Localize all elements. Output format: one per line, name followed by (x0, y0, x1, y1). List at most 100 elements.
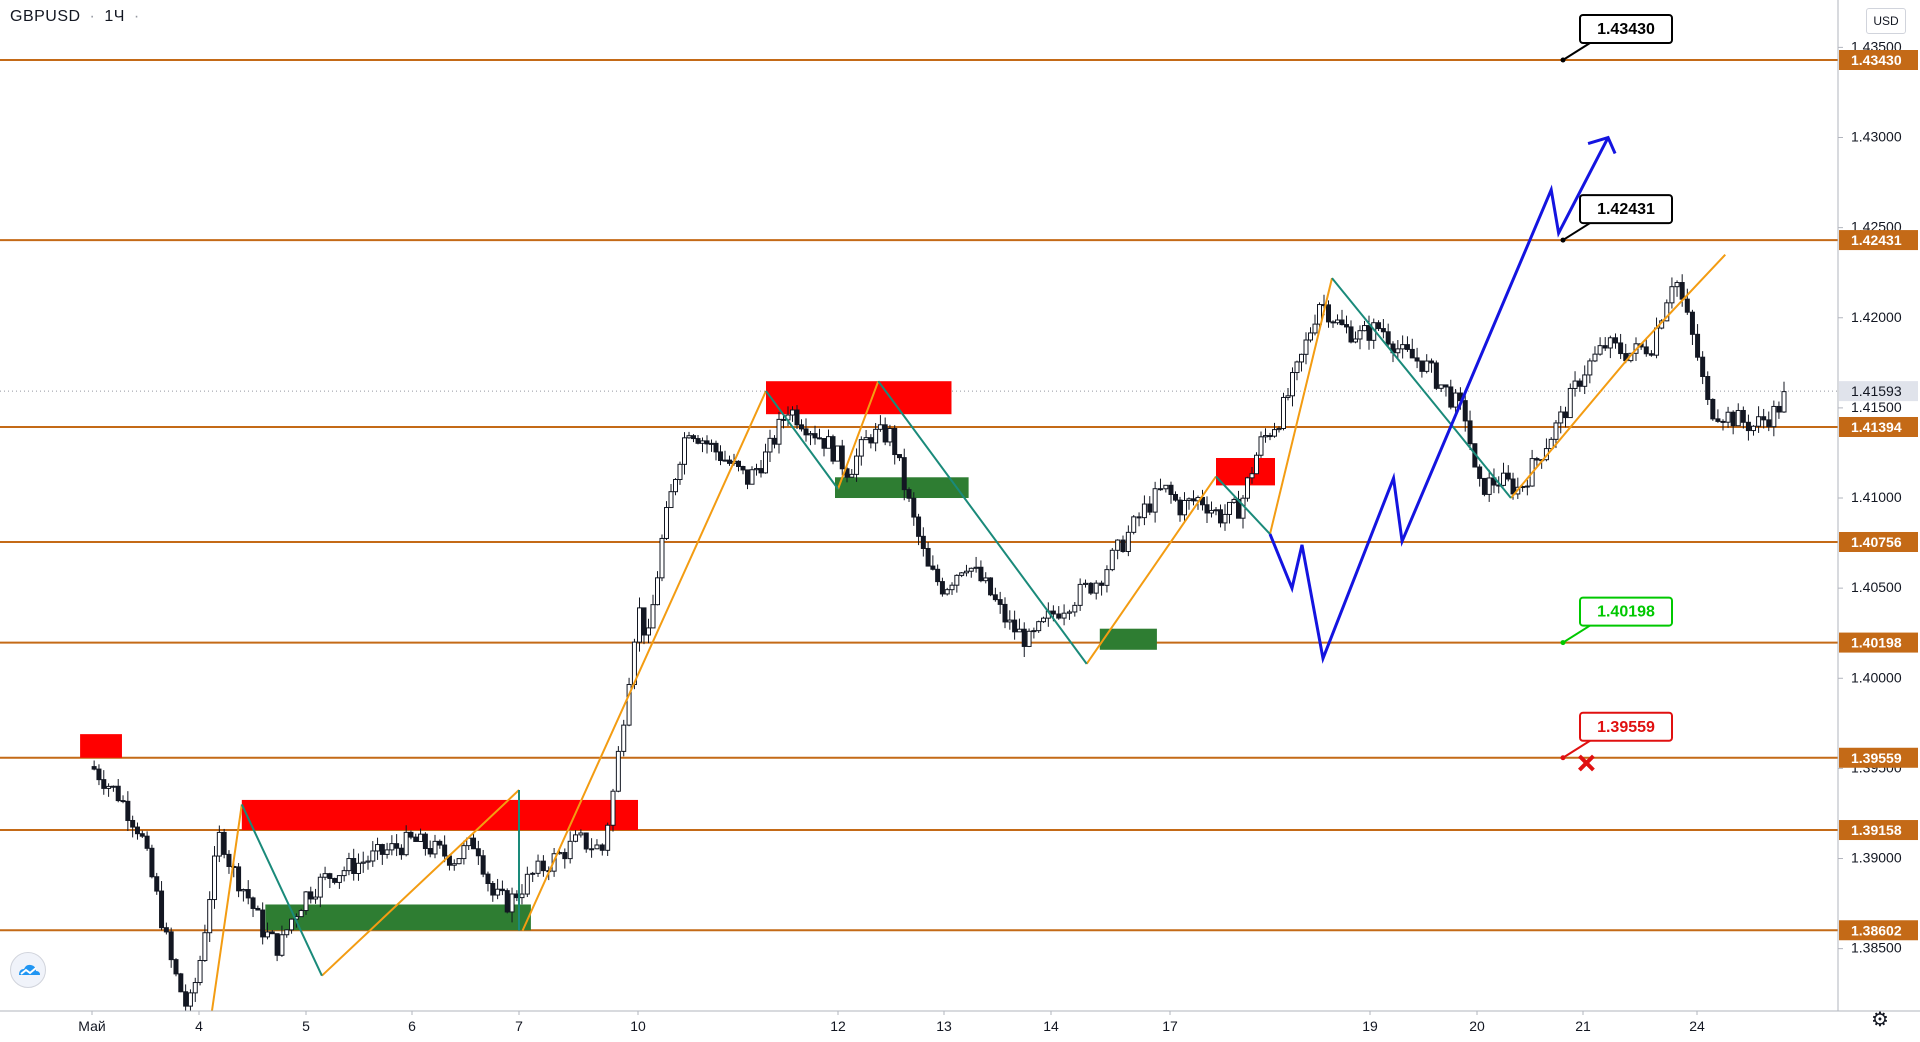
candle-body (1751, 425, 1756, 432)
candle-body (1409, 348, 1415, 359)
candle-body (1093, 582, 1099, 594)
candle-body (159, 890, 165, 929)
x-tick-label: 6 (408, 1018, 416, 1034)
candlesticks (91, 274, 1787, 1014)
candle-body (480, 855, 486, 875)
candle-body (274, 933, 280, 956)
candle-body (754, 468, 759, 471)
candle-body (139, 833, 145, 837)
price-callout[interactable]: 1.39559 (1560, 711, 1673, 761)
supply-demand-zones (80, 381, 1275, 931)
candle-body (1016, 628, 1022, 633)
candle-body (1272, 429, 1277, 437)
candle-body (978, 566, 984, 582)
candle-body (749, 469, 755, 485)
candle-body (389, 843, 395, 851)
candle-body (621, 724, 627, 752)
price-callout[interactable]: 1.43430 (1560, 14, 1673, 63)
candle-body (365, 860, 371, 863)
price-axis[interactable]: 1.435001.430001.425001.420001.415001.410… (1837, 0, 1920, 1011)
candle-body (1173, 493, 1178, 501)
candle-body (351, 858, 357, 874)
candle-body (1366, 325, 1372, 341)
candle-body (1344, 324, 1349, 328)
symbol-title[interactable]: GBPUSD · 1Ч · (10, 8, 144, 26)
interval-label[interactable]: 1Ч (104, 8, 125, 25)
candle-body (317, 876, 323, 898)
candle-body (1353, 338, 1358, 343)
candle-body (408, 831, 414, 838)
candle-body (1572, 380, 1578, 389)
candle-body (599, 844, 605, 851)
candle-body (740, 465, 746, 471)
candle-body (1267, 435, 1273, 438)
candle-body (1380, 328, 1386, 333)
candle-body (96, 768, 102, 781)
candle-body (1362, 325, 1367, 332)
callout-anchor (1560, 57, 1566, 63)
candle-body (451, 863, 457, 866)
candle-body (1031, 630, 1037, 633)
price-callout[interactable]: 1.42431 (1560, 194, 1673, 243)
candle-body (1654, 327, 1660, 356)
candle-body (983, 577, 989, 582)
candle-body (1429, 360, 1435, 364)
candle-body (1077, 583, 1083, 606)
price-callouts[interactable]: 1.43430 1.42431 1.40198 1.39559 (1560, 14, 1673, 761)
candle-body (1061, 612, 1067, 619)
candle-body (794, 409, 800, 426)
candle-body (1147, 503, 1153, 513)
candle-body (375, 844, 381, 852)
candle-body (1771, 405, 1777, 428)
candle-body (418, 833, 424, 842)
level-price-tag (1839, 747, 1918, 768)
candle-body (1330, 321, 1336, 324)
candle-body (269, 931, 275, 935)
candle-body (637, 607, 642, 643)
candle-body (877, 424, 883, 430)
tradingview-logo-icon[interactable] (10, 952, 46, 988)
x-tick-label: 14 (1043, 1018, 1059, 1034)
candle-body (154, 876, 160, 892)
candle-body (1510, 478, 1516, 495)
wave-orange (837, 380, 880, 490)
candle-body (1245, 477, 1250, 499)
candle-body (901, 457, 907, 491)
callout-pointer (1562, 222, 1591, 241)
candle-body (1072, 604, 1078, 613)
gear-icon[interactable]: ⚙ (1871, 1009, 1889, 1031)
candle-body (370, 850, 376, 862)
candle-body (803, 428, 809, 436)
price-callout[interactable]: 1.40198 (1560, 596, 1673, 646)
candle-body (1357, 330, 1363, 340)
candle-body (944, 589, 950, 595)
candle-body (973, 566, 979, 569)
currency-button[interactable]: USD (1866, 8, 1906, 34)
x-tick-label: 5 (302, 1018, 310, 1034)
candle-body (1141, 503, 1147, 519)
x-tick-label: 20 (1469, 1018, 1485, 1034)
demand-zone (265, 904, 531, 931)
candle-body (1168, 484, 1174, 495)
y-tick-label: 1.40500 (1851, 579, 1902, 595)
candle-body (709, 442, 714, 445)
candle-body (1177, 499, 1183, 516)
candle-body (1481, 477, 1487, 495)
candle-body (236, 866, 242, 892)
current-price-label: 1.41593 (1851, 383, 1902, 399)
time-axis[interactable]: Май 4 5 6 7 10 12 13 14 17 19 20 21 24 (0, 1010, 1920, 1042)
candle-body (1109, 549, 1115, 571)
candle-body (1303, 339, 1309, 355)
symbol-label: GBPUSD (10, 8, 81, 25)
candle-body (1563, 411, 1569, 419)
candle-body (1294, 361, 1300, 374)
candle-body (1438, 384, 1444, 389)
candle-body (1050, 610, 1056, 615)
candle-body (573, 834, 579, 842)
candle-body (1299, 353, 1304, 363)
y-tick-label: 1.43000 (1851, 129, 1902, 145)
callout-pointer (1562, 42, 1591, 61)
candle-body (101, 779, 107, 789)
candle-body (641, 607, 647, 636)
